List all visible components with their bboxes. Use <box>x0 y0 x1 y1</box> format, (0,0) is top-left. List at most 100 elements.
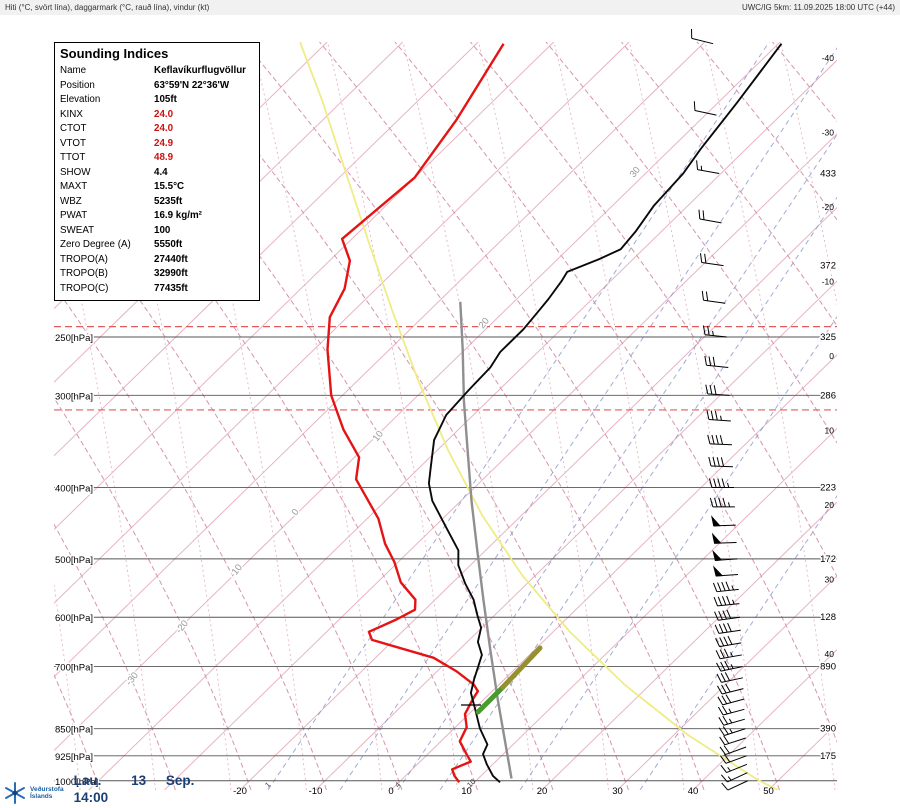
height-reference-line <box>299 42 779 790</box>
wind-barb <box>717 705 745 716</box>
wind-barb <box>693 101 717 116</box>
pressure-axis-label: 850[hPa] <box>55 725 93 736</box>
adiabat-label: 0 <box>290 507 302 518</box>
right-temp-label: 10 <box>825 426 835 436</box>
mixing-ratio-label: 4 <box>393 780 402 789</box>
wind-barb <box>698 209 722 224</box>
indices-row: KINX 24.0 <box>60 108 174 120</box>
indices-row: Position 63°59'N 22°36'W <box>60 79 230 91</box>
wind-barb <box>700 253 724 267</box>
right-height-label: 175 <box>820 751 836 762</box>
right-temp-label: -30 <box>822 128 835 138</box>
parcel-curve <box>459 301 513 779</box>
indices-table-body: Name Keflavíkurflugvöllur Position 63°59'N … <box>55 64 259 297</box>
right-temp-label: 30 <box>825 575 835 585</box>
date-line: Lau. 13 Sep. <box>74 773 195 790</box>
wind-barbs <box>690 29 748 791</box>
snowflake-icon <box>5 782 25 804</box>
wind-barb <box>716 660 743 672</box>
indices-row: WBZ 5235ft <box>60 195 183 207</box>
temp-axis-label: 10 <box>461 786 472 797</box>
right-height-label: 286 <box>820 390 836 401</box>
indices-row: PWAT 16.9 kg/m² <box>60 210 202 222</box>
indices-row: SWEAT 100 <box>60 224 171 236</box>
temp-axis-label: 30 <box>612 786 623 797</box>
weekday-label: Lau. <box>73 773 102 788</box>
indices-row: VTOT 24.9 <box>60 137 174 149</box>
time-label: 14:00 <box>73 789 109 805</box>
right-temp-label: 40 <box>825 649 835 659</box>
wind-barb <box>715 648 742 660</box>
wind-barb <box>707 434 732 446</box>
wind-barb <box>713 565 739 577</box>
right-height-label: 372 <box>820 261 836 272</box>
date-time-label: Lau. 13 Sep. 14:00 <box>74 773 195 807</box>
pressure-axis-label: 300[hPa] <box>55 391 93 402</box>
pressure-axis-label: 400[hPa] <box>55 483 93 494</box>
pressure-axis-label: 1000[hPa] <box>55 777 98 788</box>
mixing-ratio-label: 1 <box>263 780 272 789</box>
legend-bar: Hiti (°C, svört lína), daggarmark (°C, r… <box>0 0 900 15</box>
wind-barb <box>712 581 739 593</box>
wind-barb <box>704 355 729 369</box>
wind-barb <box>719 745 747 756</box>
indices-row: Zero Degree (A) 5550ft <box>60 239 183 251</box>
wind-barb <box>717 683 744 695</box>
wind-barb <box>714 609 741 621</box>
temp-axis-label: 0 <box>388 786 393 797</box>
wind-barb <box>714 622 741 634</box>
temp-axis-label: 50 <box>763 786 774 797</box>
adiabat-label: -10 <box>228 562 245 580</box>
pressure-axis-label: 250[hPa] <box>55 333 93 344</box>
right-height-label: 890 <box>820 662 836 673</box>
temperature-curve <box>427 43 783 784</box>
right-height-label: 433 <box>820 168 836 179</box>
dry-adiabat-lines <box>54 42 837 790</box>
background-grid <box>54 42 837 790</box>
sounding-curves <box>299 42 783 790</box>
wind-barb <box>711 532 737 544</box>
temp-axis-label: 20 <box>537 786 548 797</box>
indices-row: TTOT 48.9 <box>60 152 174 164</box>
indices-row: TROPO(B) 32990ft <box>60 268 188 280</box>
temp-axis-label: -20 <box>233 786 247 797</box>
indices-title: Sounding Indices <box>60 46 169 61</box>
right-height-label: 390 <box>820 724 836 735</box>
right-temp-label: -10 <box>822 277 835 287</box>
dewpoint-curve <box>326 43 505 784</box>
pressure-axis-label: 925[hPa] <box>55 752 93 763</box>
indices-row: Elevation 105ft <box>60 94 177 106</box>
dewpoint-curve <box>326 43 505 784</box>
legend-text: Hiti (°C, svört lína), daggarmark (°C, r… <box>5 3 210 12</box>
parcel-ascent-segment <box>461 645 543 715</box>
right-temp-label: 20 <box>825 500 835 510</box>
wind-barb <box>719 735 746 746</box>
indices-row: CTOT 24.0 <box>60 123 174 135</box>
pressure-axis-label: 600[hPa] <box>55 613 93 624</box>
height-reference-line <box>299 42 779 790</box>
adiabat-label: -20 <box>174 618 191 636</box>
wind-barb <box>708 456 733 468</box>
mixing-ratio-lines <box>267 42 837 790</box>
indices-row: TROPO(C) 77435ft <box>60 282 188 294</box>
adiabat-label: 20 <box>477 316 492 331</box>
parcel-ascent-segment <box>475 684 506 715</box>
right-height-label: 172 <box>820 554 836 565</box>
parcel-ascent-segment <box>500 645 543 690</box>
wind-barb <box>717 694 745 706</box>
wind-barb <box>718 715 745 726</box>
wind-barb <box>696 160 720 174</box>
logo-text: Veðurstofa Íslands <box>30 785 64 800</box>
model-run-label: UWC/IG 5km: 11.09.2025 18:00 UTC (+44) <box>741 3 895 12</box>
wind-barb <box>708 478 734 488</box>
wind-barb <box>720 772 748 783</box>
right-height-label: 128 <box>820 612 836 623</box>
wind-barb <box>720 763 748 774</box>
month-label: Sep. <box>165 773 195 788</box>
wind-barb <box>713 595 740 607</box>
wind-barb <box>701 290 726 304</box>
pressure-axis-label: 500[hPa] <box>55 555 93 566</box>
time-axis-corner: Veðurstofa Íslands Lau. 13 Sep. 14:00 <box>0 773 194 808</box>
wind-barb <box>705 384 730 396</box>
wind-barb <box>702 325 727 338</box>
